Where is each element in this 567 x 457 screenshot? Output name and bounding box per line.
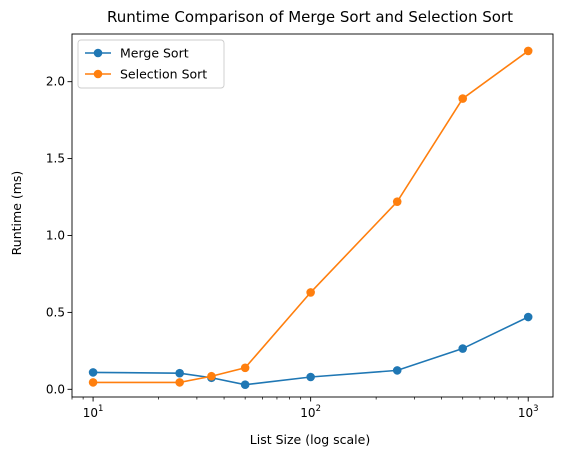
data-point — [458, 344, 468, 353]
legend-entry: Selection Sort — [120, 67, 207, 82]
data-point — [88, 368, 98, 377]
series-line-0 — [93, 316, 529, 386]
x-tick-label: 103 — [518, 404, 539, 420]
data-point — [306, 372, 315, 382]
data-point — [392, 366, 402, 375]
data-point — [306, 288, 315, 297]
data-point — [458, 94, 468, 103]
y-tick-label: 2.0 — [46, 75, 65, 89]
data-point — [523, 46, 533, 56]
y-tick-label: 1.0 — [46, 228, 65, 242]
legend-marker — [93, 48, 103, 58]
legend-frame — [77, 39, 225, 89]
data-point — [207, 371, 216, 381]
legend-marker — [93, 69, 103, 79]
data-point — [88, 378, 98, 387]
axes-frame — [71, 33, 554, 398]
legend-entry: Merge Sort — [120, 46, 189, 61]
chart-title: Runtime Comparison of Merge Sort and Sel… — [107, 8, 513, 26]
y-tick-label: 0.0 — [46, 382, 65, 396]
legend: Merge Sort Selection Sort — [77, 39, 225, 89]
plot-area — [88, 46, 533, 389]
y-axis-label: Runtime (ms) — [9, 171, 24, 256]
data-point — [175, 378, 184, 387]
data-point — [240, 380, 250, 389]
data-point — [175, 368, 184, 378]
axis-ticks: 101 102 103 0.0 0.5 1.0 1.5 2.0 — [46, 75, 539, 420]
y-tick-label: 0.5 — [46, 305, 65, 319]
y-tick-label: 1.5 — [46, 152, 65, 166]
data-point — [392, 197, 402, 206]
x-axis-label: List Size (log scale) — [250, 432, 370, 447]
x-tick-label: 101 — [83, 404, 104, 420]
x-tick-label: 102 — [300, 404, 321, 420]
data-point — [523, 312, 533, 322]
series-line-1 — [93, 50, 529, 384]
data-point — [240, 363, 250, 373]
